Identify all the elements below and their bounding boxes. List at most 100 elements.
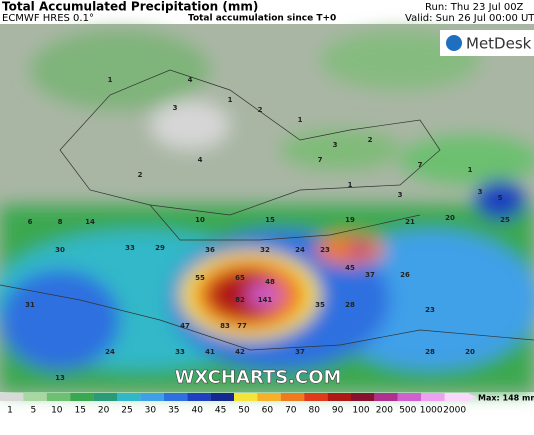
- map-value: 48: [265, 278, 275, 286]
- colorbar-swatch: [93, 393, 117, 401]
- map-value: 47: [180, 322, 190, 330]
- run: Run: Thu 23 Jul 00Z: [425, 2, 524, 13]
- map-value: 41: [205, 348, 215, 356]
- map-value: 28: [345, 301, 355, 309]
- map-value: 6: [28, 218, 33, 226]
- colorbar-label: 80: [308, 406, 320, 416]
- colorbar-swatch: [280, 393, 305, 401]
- map-value: 33: [125, 244, 135, 252]
- map-value: 4: [188, 76, 193, 84]
- logo: MetDesk: [466, 35, 532, 53]
- model: ECMWF HRES 0.1°: [2, 13, 94, 24]
- colorbar-swatch: [397, 393, 422, 401]
- colorbar-label: 2000: [443, 406, 466, 416]
- colorbar-label: 45: [215, 406, 226, 416]
- colorbar-label: 500: [399, 406, 416, 416]
- colorbar-swatch: [421, 393, 445, 401]
- map-value: 35: [315, 301, 325, 309]
- colorbar-label: 35: [168, 406, 179, 416]
- map-value: 1: [298, 116, 303, 124]
- map-value: 141: [258, 296, 273, 304]
- map-value: 5: [498, 194, 503, 202]
- map-value: 1: [468, 166, 473, 174]
- map-value: 23: [320, 246, 330, 254]
- map-value: 55: [195, 274, 205, 282]
- colorbar-swatch: [163, 393, 188, 401]
- colorbar-swatch: [374, 393, 398, 401]
- map-value: 32: [260, 246, 270, 254]
- colorbar-label: 20: [98, 406, 110, 416]
- colorbar-label: 15: [74, 406, 85, 416]
- map-value: 23: [425, 306, 435, 314]
- map-value: 13: [55, 374, 65, 382]
- colorbar-label: 200: [376, 406, 393, 416]
- map-value: 2: [368, 136, 373, 144]
- map-value: 33: [175, 348, 185, 356]
- watermark: WXCHARTS.COM: [175, 367, 342, 388]
- map-value: 19: [345, 216, 355, 224]
- valid: Valid: Sun 26 Jul 00:00 UTC: [405, 13, 534, 24]
- map-value: 42: [235, 348, 245, 356]
- colorbar-label: 1000: [420, 406, 443, 416]
- colorbar-label: 70: [285, 406, 297, 416]
- colorbar-swatch: [444, 393, 468, 401]
- map-value: 30: [55, 246, 65, 254]
- map-value: 2: [258, 106, 263, 114]
- map-value: 10: [195, 216, 205, 224]
- colorbar-label: 5: [31, 406, 37, 416]
- map-value: 8: [58, 218, 63, 226]
- map-value: 14: [85, 218, 95, 226]
- map: [0, 24, 534, 392]
- map-value: 36: [205, 246, 215, 254]
- colorbar-swatch: [351, 393, 375, 401]
- map-value: 37: [295, 348, 305, 356]
- map-value: 24: [295, 246, 305, 254]
- map-value: 26: [400, 271, 410, 279]
- colorbar-label: 40: [191, 406, 203, 416]
- map-value: 20: [465, 348, 475, 356]
- map-value: 83: [220, 322, 230, 330]
- colorbar-label: 100: [352, 406, 369, 416]
- logo-icon: [446, 35, 462, 51]
- colorbar-swatch: [234, 393, 258, 401]
- colorbar-label: 30: [145, 406, 157, 416]
- map-value: 25: [500, 216, 510, 224]
- map-value: 1: [348, 181, 353, 189]
- map-value: 4: [198, 156, 203, 164]
- colorbar-label: 90: [332, 406, 344, 416]
- colorbar-arrow: [468, 393, 476, 401]
- colorbar-label: 1: [7, 406, 13, 416]
- map-value: 1: [108, 76, 113, 84]
- colorbar-swatch: [327, 393, 351, 401]
- map-value: 28: [425, 348, 435, 356]
- map-value: 21: [405, 218, 415, 226]
- map-value: 31: [25, 301, 35, 309]
- map-value: 3: [478, 188, 483, 196]
- map-value: 20: [445, 214, 455, 222]
- map-value: 37: [365, 271, 375, 279]
- colorbar-swatch: [304, 393, 328, 401]
- map-value: 24: [105, 348, 115, 356]
- map-value: 82: [235, 296, 245, 304]
- map-value: 77: [237, 322, 247, 330]
- map-value: 3: [398, 191, 403, 199]
- colorbar-swatch: [23, 393, 47, 401]
- colorbar-label: 50: [238, 406, 250, 416]
- map-value: 45: [345, 264, 355, 272]
- map-value: 3: [333, 141, 338, 149]
- map-value: 29: [155, 244, 165, 252]
- colorbar-swatch: [257, 393, 281, 401]
- map-value: 7: [418, 161, 423, 169]
- colorbar-label: 60: [262, 406, 274, 416]
- max-label: Max: 148 mm: [478, 394, 534, 403]
- colorbar-swatch: [46, 393, 71, 401]
- title: Total Accumulated Precipitation (mm): [2, 0, 258, 14]
- map-value: 1: [228, 96, 233, 104]
- colorbar-label: 25: [121, 406, 132, 416]
- colorbar-swatch: [70, 393, 94, 401]
- colorbar-swatch: [210, 393, 234, 401]
- colorbar-swatch: [0, 393, 24, 401]
- colorbar-label: 10: [51, 406, 63, 416]
